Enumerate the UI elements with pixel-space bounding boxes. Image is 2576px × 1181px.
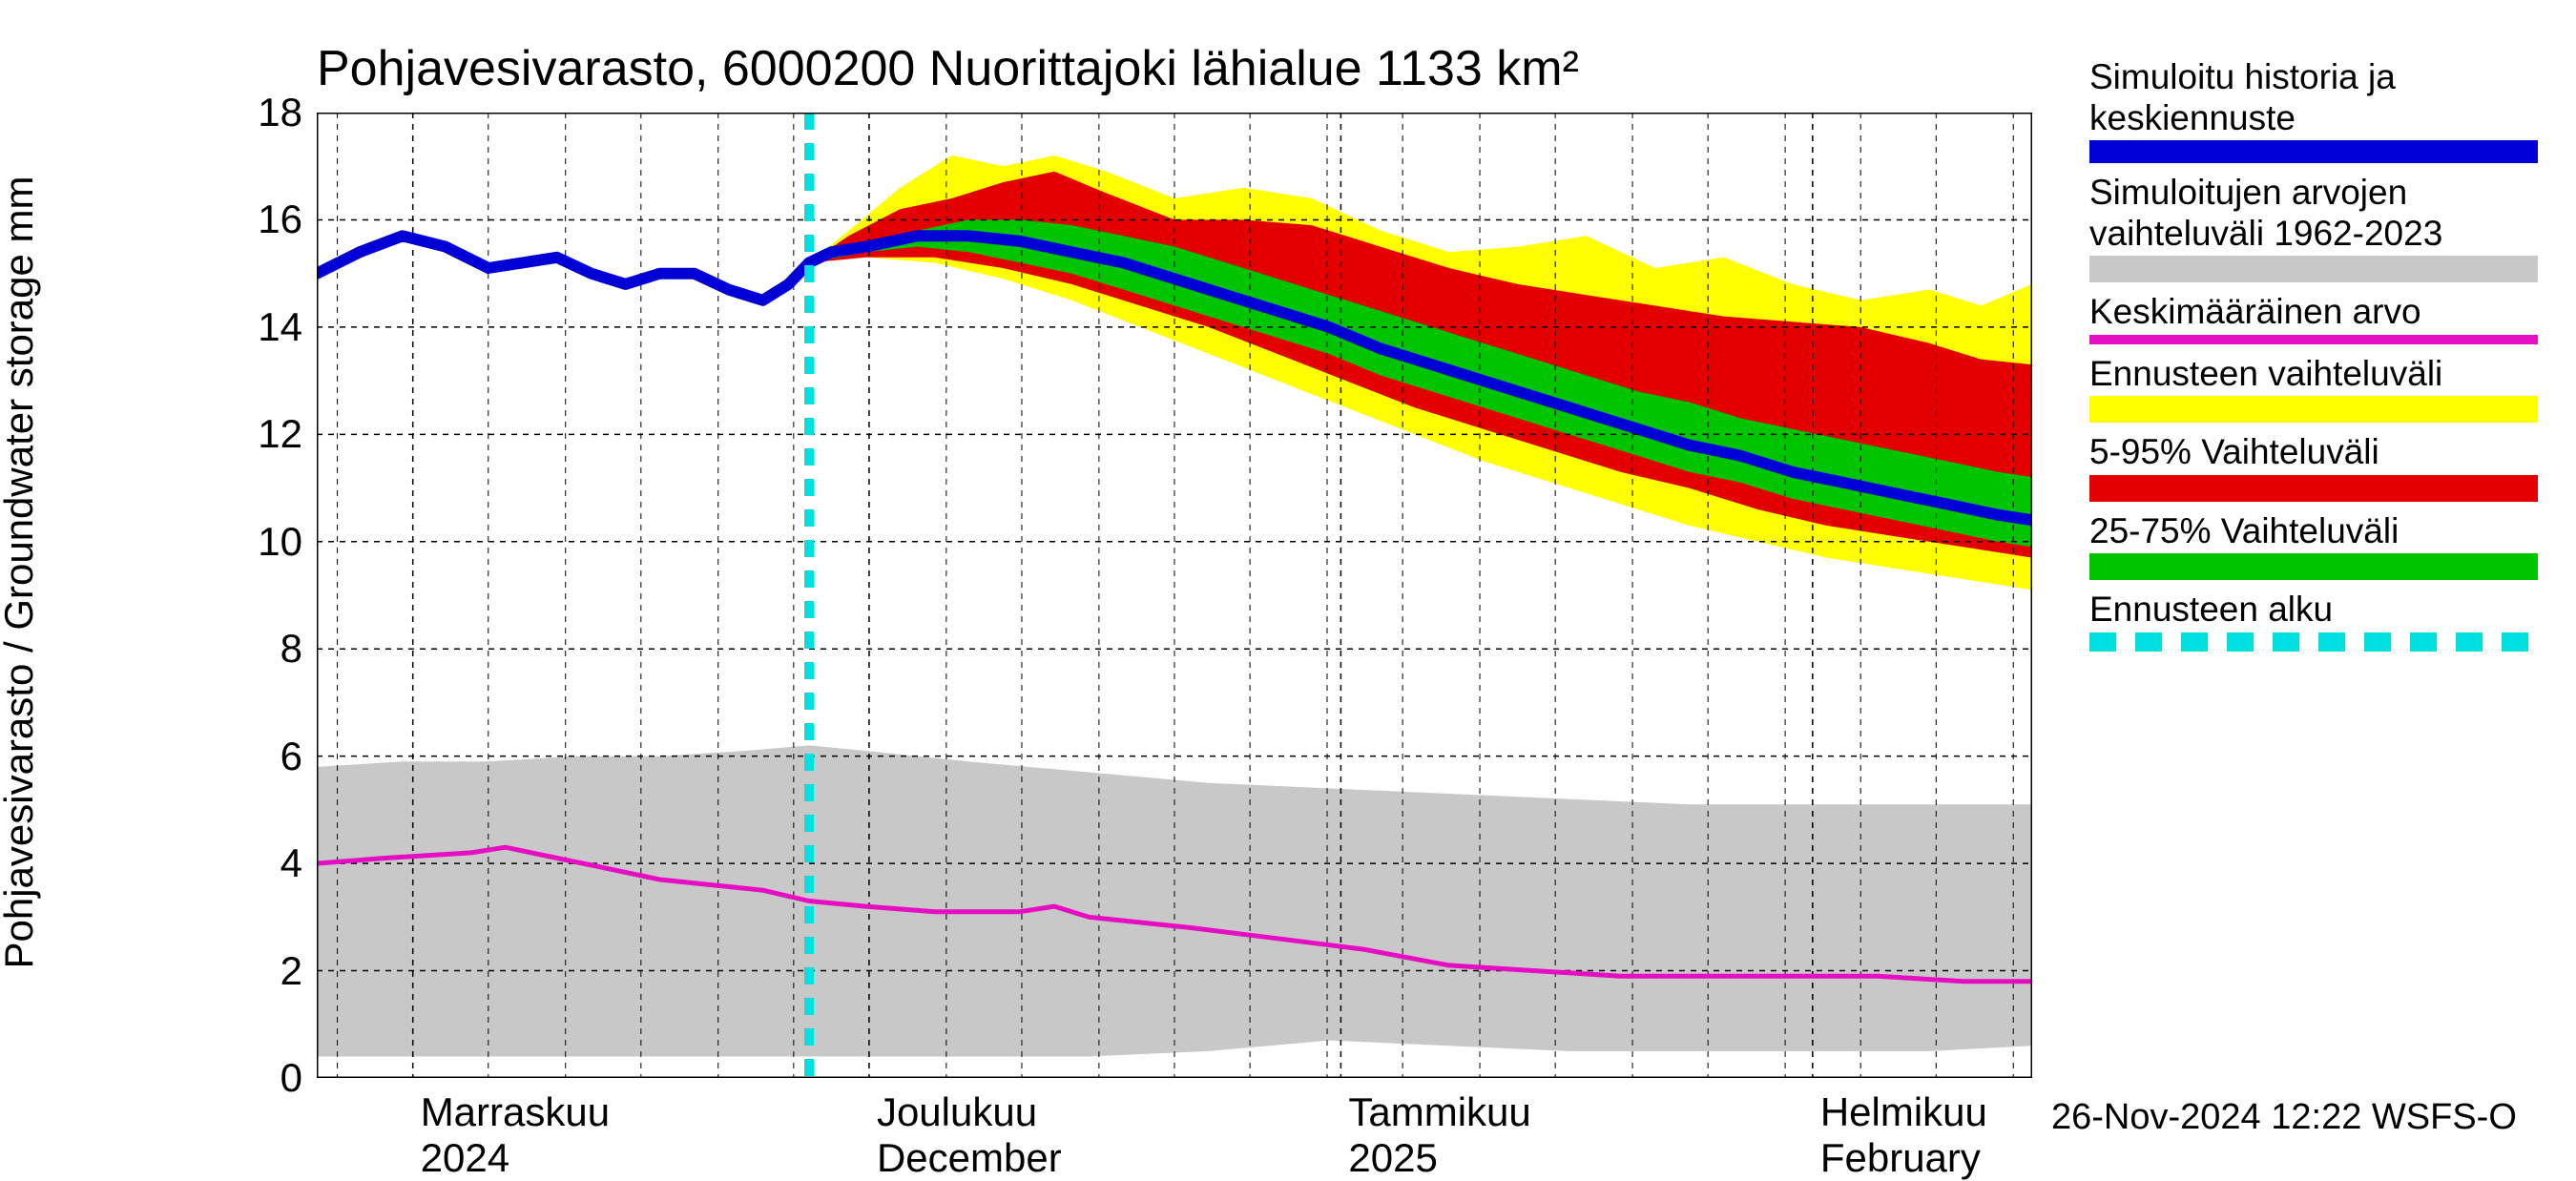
y-tick-label: 6 — [188, 734, 302, 779]
legend-item: Keskimääräinen arvo — [2089, 292, 2538, 344]
legend-item: Simuloitujen arvojen vaihteluväli 1962-2… — [2089, 173, 2538, 282]
legend-item: Simuloitu historia ja keskiennuste — [2089, 57, 2538, 163]
chart-title: Pohjavesivarasto, 6000200 Nuorittajoki l… — [317, 40, 1579, 97]
x-tick-label: Marraskuu2024 — [421, 1089, 610, 1181]
y-axis-label: Pohjavesivarasto / Groundwater storage m… — [0, 176, 42, 968]
legend-swatch — [2089, 140, 2538, 163]
legend-swatch — [2089, 396, 2538, 423]
legend-swatch — [2089, 335, 2538, 344]
legend-swatch — [2089, 553, 2538, 580]
x-tick-label: JoulukuuDecember — [877, 1089, 1062, 1181]
y-tick-label: 8 — [188, 626, 302, 672]
legend-label: Ennusteen alku — [2089, 590, 2538, 631]
legend-item: Ennusteen alku — [2089, 590, 2538, 652]
x-tick-label: Tammikuu2025 — [1348, 1089, 1530, 1181]
legend-label: Simuloitujen arvojen vaihteluväli 1962-2… — [2089, 173, 2538, 254]
y-tick-label: 4 — [188, 840, 302, 886]
legend-label: Keskimääräinen arvo — [2089, 292, 2538, 333]
legend-item: 5-95% Vaihteluväli — [2089, 432, 2538, 502]
y-tick-label: 18 — [188, 90, 302, 135]
legend-label: Ennusteen vaihteluväli — [2089, 354, 2538, 395]
y-tick-label: 16 — [188, 197, 302, 242]
legend-swatch — [2089, 256, 2538, 282]
y-tick-label: 2 — [188, 948, 302, 994]
legend-item: 25-75% Vaihteluväli — [2089, 511, 2538, 581]
chart-page: Pohjavesivarasto / Groundwater storage m… — [0, 0, 2576, 1145]
legend-label: 25-75% Vaihteluväli — [2089, 511, 2538, 552]
legend-swatch — [2089, 632, 2538, 652]
y-tick-label: 12 — [188, 411, 302, 457]
y-tick-label: 10 — [188, 519, 302, 565]
y-tick-label: 0 — [188, 1055, 302, 1101]
legend-label: Simuloitu historia ja keskiennuste — [2089, 57, 2538, 138]
y-tick-label: 14 — [188, 304, 302, 350]
x-tick-label: HelmikuuFebruary — [1820, 1089, 1987, 1181]
legend: Simuloitu historia ja keskiennuste Simulo… — [2089, 57, 2538, 661]
legend-label: 5-95% Vaihteluväli — [2089, 432, 2538, 473]
legend-swatch — [2089, 475, 2538, 502]
legend-item: Ennusteen vaihteluväli — [2089, 354, 2538, 424]
footer-timestamp: 26-Nov-2024 12:22 WSFS-O — [2051, 1097, 2517, 1138]
